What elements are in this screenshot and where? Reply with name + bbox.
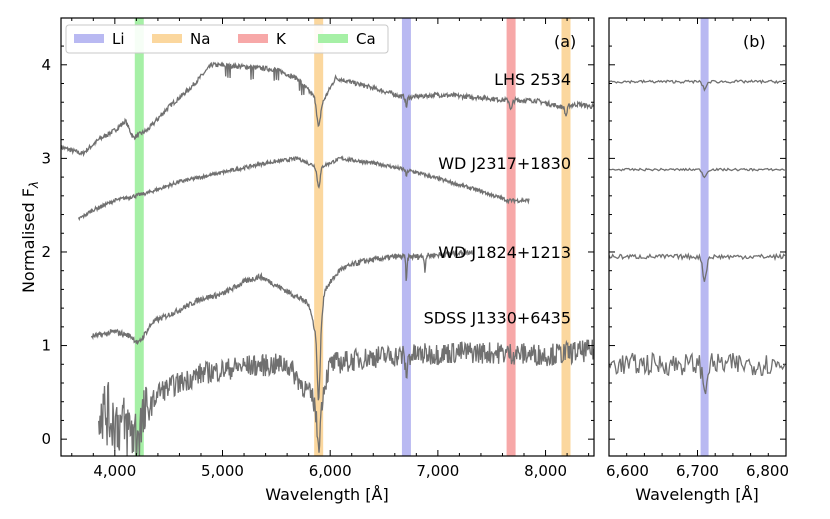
ytick-label-1: 1 [41, 337, 51, 355]
band-na-4 [561, 18, 571, 456]
xtick-label-a-1: 5,000 [201, 462, 244, 480]
xtick-label-b-0: 6,600 [606, 462, 649, 480]
series-label-3: SDSS J1330+6435 [424, 308, 571, 327]
legend: Li Na K Ca [65, 24, 389, 54]
xtick-label-b-2: 6,800 [746, 462, 789, 480]
xtick-label-a-0: 4,000 [93, 462, 136, 480]
panel-a: 4,000 5,000 6,000 7,000 8,000 0 1 2 3 4 LHS 2534… [41, 17, 786, 480]
x-axis-label-a: Wavelength [Å] [265, 485, 388, 504]
legend-swatch-li [74, 34, 104, 43]
band-na-1 [314, 18, 324, 456]
panel-a-frame [60, 17, 595, 457]
legend-label-na: Na [190, 30, 210, 48]
legend-label-li: Li [112, 30, 125, 48]
band-li-2 [401, 18, 411, 456]
band-k-3 [506, 18, 516, 456]
series-label-0: LHS 2534 [494, 70, 571, 89]
spectrum-a-3 [98, 339, 594, 456]
x-axis-label-b: Wavelength [Å] [635, 485, 758, 504]
ytick-label-0: 0 [41, 430, 51, 448]
series-label-1: WD J2317+1830 [438, 154, 571, 173]
panel-b-tag: (b) [743, 32, 766, 51]
legend-label-ca: Ca [356, 30, 376, 48]
spectrum-b-3 [609, 351, 786, 395]
panel-b-frame [608, 17, 787, 457]
legend-frame [65, 24, 389, 54]
y-axis-label-subscript: λ [27, 181, 41, 189]
spectrum-a-1 [78, 155, 530, 222]
y-axis-label-text: Normalised F [19, 188, 38, 293]
xtick-label-a-3: 7,000 [416, 462, 459, 480]
panel-a-tag: (a) [554, 32, 576, 51]
spectrum-a-0 [61, 61, 594, 158]
band-b-li [700, 18, 709, 456]
series-label-2: WD J1824+1213 [438, 243, 571, 262]
legend-swatch-na [152, 34, 182, 43]
xtick-label-a-2: 6,000 [309, 462, 352, 480]
ytick-label-3: 3 [41, 149, 51, 167]
spectrum-b-0 [609, 79, 786, 92]
legend-label-k: K [276, 30, 287, 48]
y-axis-label: Normalised Fλ [19, 181, 41, 293]
legend-swatch-ca [318, 34, 348, 43]
panel-b: 6,600 6,700 6,800 (b) [606, 17, 789, 480]
ytick-label-2: 2 [41, 243, 51, 261]
legend-swatch-k [238, 34, 268, 43]
ytick-label-4: 4 [41, 56, 51, 74]
spectrum-b-1 [609, 167, 786, 179]
spectrum-a-2 [90, 248, 473, 401]
xtick-label-a-4: 8,000 [524, 462, 567, 480]
spectrum-b-2 [609, 252, 786, 282]
band-ca-0 [134, 18, 144, 456]
xtick-label-b-1: 6,700 [676, 462, 719, 480]
